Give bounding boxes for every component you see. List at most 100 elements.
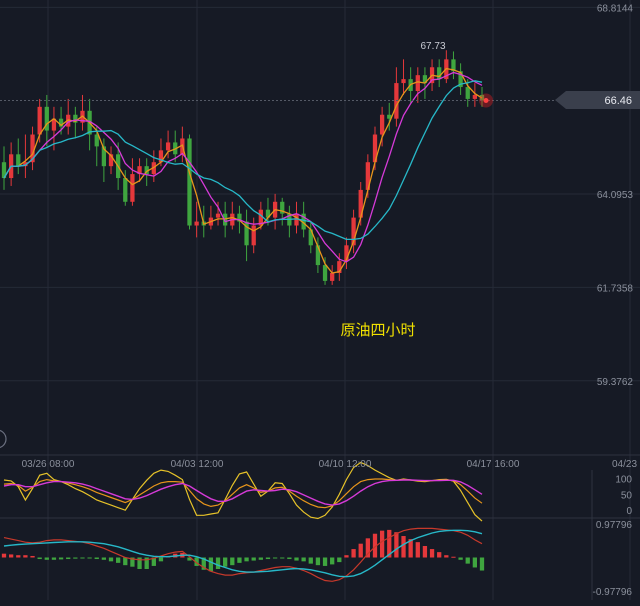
- macd-histogram-bar: [137, 557, 142, 570]
- macd-histogram-bar: [408, 539, 413, 558]
- candle-body: [315, 245, 321, 266]
- macd-dea-line: [3, 529, 483, 578]
- macd-histogram-bar: [130, 557, 135, 567]
- candle-body: [130, 174, 135, 202]
- macd-histogram-bar: [479, 557, 485, 571]
- candle-body: [465, 87, 470, 99]
- candle-body: [94, 134, 99, 147]
- macd-histogram-bar: [287, 557, 292, 560]
- macd-histogram-bar: [265, 557, 271, 560]
- macd-histogram-bar: [94, 557, 99, 560]
- candle-body: [401, 79, 406, 84]
- price-tag-shape: [555, 91, 640, 109]
- macd-histogram-bar: [51, 557, 57, 560]
- macd-histogram-bar: [387, 529, 392, 558]
- macd-histogram-bar: [1, 553, 7, 558]
- macd-histogram-bar: [16, 555, 21, 558]
- candle-body: [144, 166, 149, 175]
- candle-body: [251, 225, 256, 246]
- macd-histogram-bar: [158, 557, 164, 562]
- kdj-tick-label: 0: [626, 506, 632, 517]
- x-tick-label: 04/17 16:00: [467, 459, 520, 470]
- kdj-tick-label: 50: [621, 490, 633, 501]
- y-tick-label: 61.7358: [597, 283, 634, 294]
- candle-body: [58, 118, 64, 127]
- candle-body: [16, 154, 21, 167]
- candle-body: [194, 221, 199, 226]
- macd-histogram-bar: [422, 545, 428, 558]
- macd-histogram-bar: [415, 542, 420, 558]
- macd-histogram-bar: [44, 557, 49, 560]
- candle-body: [51, 118, 57, 131]
- macd-histogram-bar: [330, 557, 335, 565]
- candle-body: [344, 245, 349, 262]
- candle-body: [223, 213, 228, 226]
- current-price-tag: 66.46: [555, 91, 640, 109]
- macd-histogram-bar: [23, 555, 28, 558]
- candle-body: [1, 162, 7, 179]
- candle-body: [330, 273, 335, 281]
- macd-histogram-bar: [351, 549, 356, 558]
- candle-body: [101, 146, 107, 167]
- candle-body: [351, 217, 356, 246]
- macd-histogram-bar: [37, 557, 42, 560]
- candle-body: [187, 138, 192, 226]
- candle-body: [372, 134, 378, 163]
- y-tick-label: 64.0953: [597, 190, 634, 201]
- macd-histogram-bar: [458, 557, 463, 560]
- macd-histogram-bar: [116, 557, 121, 563]
- ma-mid-line: [3, 71, 483, 263]
- candle-body: [451, 59, 456, 72]
- macd-histogram-bar: [294, 557, 299, 561]
- y-tick-label: 59.3762: [597, 377, 634, 388]
- candle-body: [294, 213, 299, 226]
- macd-histogram-bar: [344, 555, 349, 558]
- macd-histogram-bar: [337, 557, 342, 563]
- macd-histogram-bar: [472, 557, 478, 568]
- macd-histogram-bar: [401, 536, 406, 558]
- macd-histogram-bar: [73, 557, 78, 559]
- candle-body: [23, 162, 28, 167]
- macd-histogram-bar: [30, 555, 35, 558]
- macd-histogram-bar: [201, 557, 206, 570]
- candle-body: [37, 106, 42, 135]
- macd-histogram-bar: [258, 557, 263, 560]
- current-price-dot: [483, 97, 489, 103]
- candle-body: [215, 213, 221, 218]
- candle-body: [337, 261, 342, 273]
- macd-histogram-bar: [223, 557, 228, 567]
- macd-histogram-bar: [322, 557, 328, 566]
- macd-histogram-bar: [87, 557, 92, 559]
- macd-histogram-bar: [123, 557, 128, 566]
- candle-body: [258, 209, 263, 226]
- macd-histogram-bar: [272, 557, 278, 559]
- candle-body: [237, 213, 242, 222]
- macd-histogram-bar: [108, 557, 114, 562]
- macd-tick-label: 0.97796: [596, 520, 633, 531]
- current-price-text: 66.46: [604, 95, 632, 107]
- candle-body: [387, 114, 392, 119]
- macd-histogram-bar: [237, 557, 242, 563]
- x-tick-label: 04/23: [612, 459, 637, 470]
- macd-histogram-bar: [194, 557, 199, 566]
- macd-histogram-bar: [230, 557, 235, 566]
- macd-histogram-bar: [80, 557, 85, 559]
- candle-body: [73, 114, 78, 123]
- candle-body: [244, 221, 249, 246]
- macd-histogram-bar: [58, 557, 64, 560]
- candle-body: [280, 201, 285, 214]
- candle-body: [422, 75, 428, 84]
- macd-histogram-bar: [301, 557, 306, 562]
- y-tick-label: 68.8144: [597, 3, 634, 14]
- collapse-handle-icon[interactable]: [0, 429, 7, 449]
- macd-histogram-bar: [151, 557, 156, 566]
- macd-histogram-bar: [451, 556, 456, 558]
- candle-body: [301, 213, 306, 230]
- chart-title: 原油四小时: [340, 322, 415, 339]
- kdj-d-line: [3, 479, 483, 506]
- macd-histogram-bar: [372, 533, 378, 558]
- macd-histogram-bar: [358, 543, 363, 558]
- x-tick-label: 04/03 12:00: [171, 459, 224, 470]
- candle-body: [123, 178, 128, 202]
